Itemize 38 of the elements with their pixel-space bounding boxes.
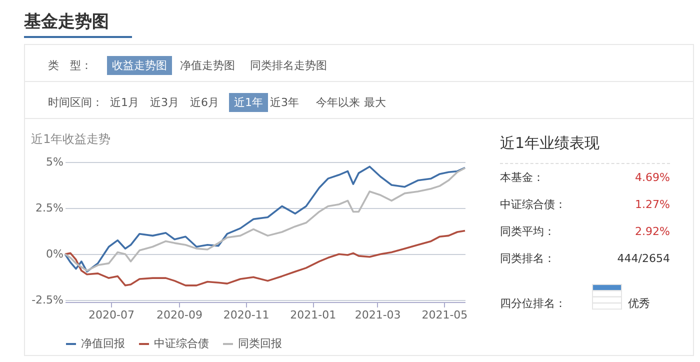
text: 同类排名：: [500, 252, 555, 265]
text: 中证综合债：: [500, 198, 566, 211]
text: 基金走势图: [24, 11, 109, 33]
text: 近1年: [229, 93, 268, 112]
text: 同类平均：: [500, 225, 555, 238]
chart-title: 近1年收益走势: [31, 132, 111, 146]
y-tick-label: -2.5%: [32, 294, 64, 307]
text: 净值走势图: [179, 58, 236, 74]
x-tick-label: 2020-07: [88, 308, 135, 322]
legend-label: 净值回报: [81, 337, 125, 350]
x-tick-label: 2020-11: [223, 308, 270, 322]
legend-label: 同类回报: [238, 337, 282, 350]
text: 最大: [363, 95, 387, 111]
text: 近3年: [269, 95, 300, 111]
text: 4.69%: [635, 170, 670, 186]
x-tick-label: 2021-01: [290, 308, 336, 322]
text: 四分位排名：: [500, 297, 566, 310]
text: 2.92%: [635, 224, 670, 240]
text: 同类排名走势图: [249, 58, 328, 74]
text: 近6月: [189, 95, 220, 111]
x-tick-label: 2020-09: [156, 308, 202, 322]
y-tick-label: 5%: [46, 156, 64, 168]
y-tick-label: 0%: [46, 248, 64, 261]
text: 近3月: [149, 95, 180, 111]
text: 优秀: [628, 296, 650, 312]
x-tick-label: 2021-05: [422, 308, 468, 322]
text: 近1年业绩表现: [500, 128, 670, 164]
text: 1.27%: [635, 197, 670, 213]
y-tick-label: 2.5%: [36, 202, 64, 215]
text: 类 型：: [47, 58, 93, 74]
text: 本基金：: [500, 171, 544, 184]
text: 今年以来: [315, 95, 361, 111]
text: 444/2654: [617, 251, 670, 267]
text: 时间区间：: [47, 95, 104, 111]
text: 收益走势图: [107, 56, 172, 75]
legend-label: 中证综合债: [154, 337, 209, 350]
text: 近1月: [109, 95, 140, 111]
x-tick-label: 2021-03: [354, 308, 401, 322]
